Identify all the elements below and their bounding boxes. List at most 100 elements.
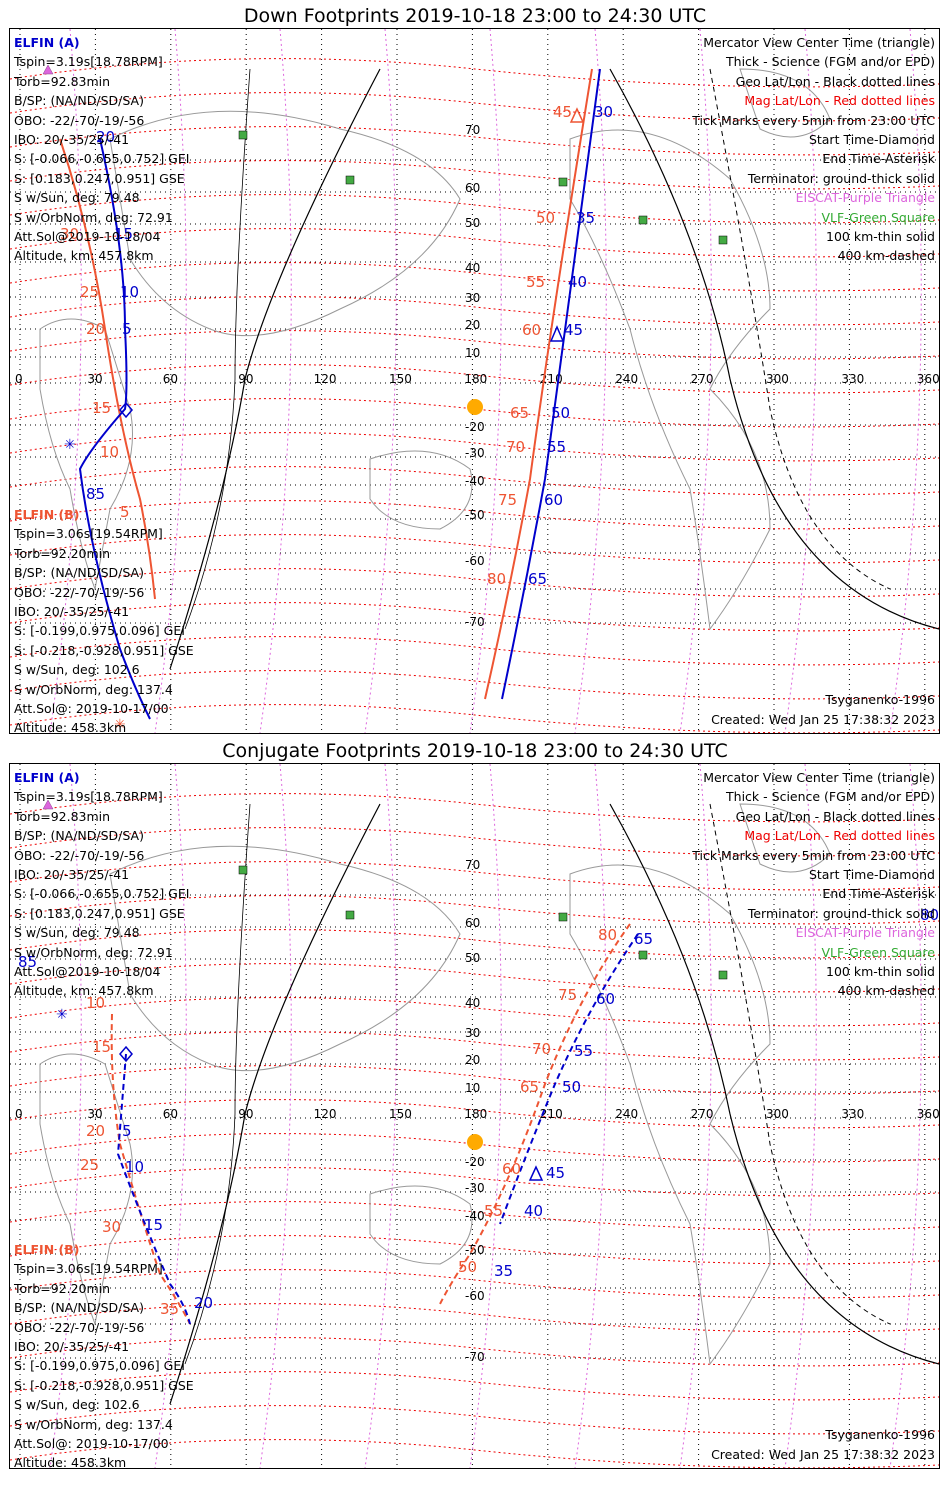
legend-terminator: Terminator: ground-thick solid [747, 905, 935, 921]
elfin-a-tick-label: 60 [596, 990, 615, 1008]
info-line: Torb=92.20min [14, 1280, 111, 1296]
info-line: S w/OrbNorm, deg: 137.4 [14, 1416, 173, 1432]
elfin-b-tick-label: 70 [532, 1040, 551, 1058]
vlf-station-marker [718, 235, 728, 245]
mag-latitude-line [10, 997, 939, 1027]
lat-tick-label: -20 [465, 420, 485, 434]
mag-longitude-line [259, 764, 292, 1468]
elfin-a-tick-label: 80 [920, 906, 939, 924]
elfin-a-tick-label: 45 [564, 321, 583, 339]
elfin-b-tick-label: 70 [506, 438, 525, 456]
mag-latitude-line [10, 602, 939, 632]
elfin-b-tick-label: 50 [536, 209, 555, 227]
elfin-a-info: ELFIN (A) Tspin=3.19s[18.78RPM] Torb=92.… [14, 768, 189, 1001]
mag-latitude-line [10, 929, 939, 959]
lon-tick-label: 0 [15, 1107, 23, 1121]
info-line: Torb=92.83min [14, 73, 111, 89]
mag-latitude-line [10, 1201, 939, 1231]
mag-longitude-line [469, 764, 502, 1468]
info-line: S: [0.183,0.247,0.951] GSE [14, 170, 185, 186]
elfin-b-tick-label: 25 [80, 1156, 99, 1174]
mag-latitude-line [10, 963, 939, 993]
info-line: S: [0.183,0.247,0.951] GSE [14, 905, 185, 921]
map-plot-conjugate: 0 30 60 90 120 150 180 210 240 270 300 330 360 70 60 50… [10, 764, 939, 1468]
lat-tick-label: -50 [465, 1243, 485, 1257]
legend-400km: 400 km-dashed [837, 983, 935, 999]
elfin-a-tick-label: 40 [568, 273, 587, 291]
lon-tick-label: 180 [464, 372, 487, 386]
legend-400km: 400 km-dashed [837, 248, 935, 264]
elfin-b-tick-label: 30 [102, 1218, 121, 1236]
continent-africa [39, 1053, 133, 1326]
sun-icon [467, 399, 483, 415]
elfin-a-tick-label: 5 [122, 1122, 132, 1140]
elfin-a-tick-label: 50 [551, 404, 570, 422]
start-diamond-icon [119, 401, 133, 419]
elfin-a-tick-label: 35 [576, 209, 595, 227]
legend-start: Start Time-Diamond [808, 866, 935, 882]
terminator-right [609, 68, 939, 630]
mag-longitude-line [679, 764, 712, 1468]
mag-longitude-line [259, 29, 292, 733]
lon-tick-label: 90 [238, 1107, 253, 1121]
info-line: Att.Sol@: 2019-10-17/00 [14, 700, 169, 716]
mag-latitude-line [10, 1269, 939, 1299]
elfin-a-center-triangle [528, 1165, 544, 1181]
mag-latitude-line [10, 1405, 939, 1435]
elfin-b-info: ELFIN (B) Tspin=3.06s[19.54RPM] Torb=92.… [14, 1240, 194, 1473]
legend-ticks: Tick Marks every 5min from 23:00 UTC [692, 112, 935, 128]
mag-latitude-line [10, 296, 939, 326]
lat-tick-label: -20 [465, 1155, 485, 1169]
lat-tick-label: 20 [465, 318, 480, 332]
info-line: S: [-0.218,-0.928,0.951] GSE [14, 1377, 194, 1393]
terminator-100km [184, 803, 251, 1365]
legend: Mercator View Center Time (triangle) Thi… [692, 768, 935, 1001]
lon-tick-label: 30 [87, 372, 102, 386]
lat-tick-label: -30 [465, 446, 485, 460]
continent-americas [569, 864, 771, 1366]
lon-tick-label: 120 [314, 1107, 337, 1121]
elfin-b-center-triangle [569, 107, 585, 123]
elfin-b-tick-label: 75 [558, 986, 577, 1004]
elfin-a-tick-label: 40 [524, 1202, 543, 1220]
mag-latitude-line [10, 58, 939, 88]
map-panel-conjugate: 0 30 60 90 120 150 180 210 240 270 300 330 360 70 60 50… [9, 763, 940, 1470]
info-line: Att.Sol@: 2019-10-17/00 [14, 1435, 169, 1451]
info-line: S: [-0.066,-0.655,0.752] GEI [14, 886, 190, 902]
lat-tick-label: 30 [465, 1026, 480, 1040]
elfin-a-tick-label: 20 [194, 1294, 213, 1312]
elfin-a-tick-label: 85 [18, 953, 37, 971]
info-line: B/SP: (NA/ND/SD/SA) [14, 565, 144, 581]
info-line: OBO: -22/-70/-19/-56 [14, 112, 145, 128]
terminator-100km [184, 68, 251, 630]
elfin-a-tick-label: 60 [544, 491, 563, 509]
lat-tick-label: 30 [465, 291, 480, 305]
elfin-b-tick-label: 30 [60, 225, 79, 243]
legend-ticks: Tick Marks every 5min from 23:00 UTC [692, 847, 935, 863]
mag-latitude-line [10, 194, 939, 224]
lat-tick-label: 40 [465, 996, 480, 1010]
mag-latitude-line [10, 1099, 939, 1129]
mag-latitude-line [10, 1337, 939, 1367]
footer-model: Tsyganenko-1996 [825, 1427, 935, 1443]
mag-latitude-line [10, 568, 939, 598]
legend-eiscat: EISCAT-Purple Triangle [795, 190, 935, 206]
vlf-station-marker [638, 950, 648, 960]
lon-tick-label: 360 [917, 372, 939, 386]
elfin-b-tick-label: 35 [160, 1300, 179, 1318]
eiscat-triangle-icon [42, 64, 54, 75]
elfin-b-tick-label: 15 [92, 399, 111, 417]
elfin-b-tick-label: 25 [80, 283, 99, 301]
mag-latitude-line [10, 534, 939, 564]
mag-latitude-line [10, 1065, 939, 1095]
footer-model: Tsyganenko-1996 [825, 692, 935, 708]
lat-tick-label: 70 [465, 858, 480, 872]
legend: Mercator View Center Time (triangle) Thi… [692, 33, 935, 266]
mag-longitude-line [679, 29, 712, 733]
elfin-b-track-right [484, 68, 593, 700]
legend-eiscat: EISCAT-Purple Triangle [795, 925, 935, 941]
lat-tick-label: -30 [465, 1181, 485, 1195]
mag-longitude-line [889, 29, 922, 733]
lon-tick-label: 150 [389, 372, 412, 386]
legend-mercator: Mercator View Center Time (triangle) [703, 770, 935, 785]
